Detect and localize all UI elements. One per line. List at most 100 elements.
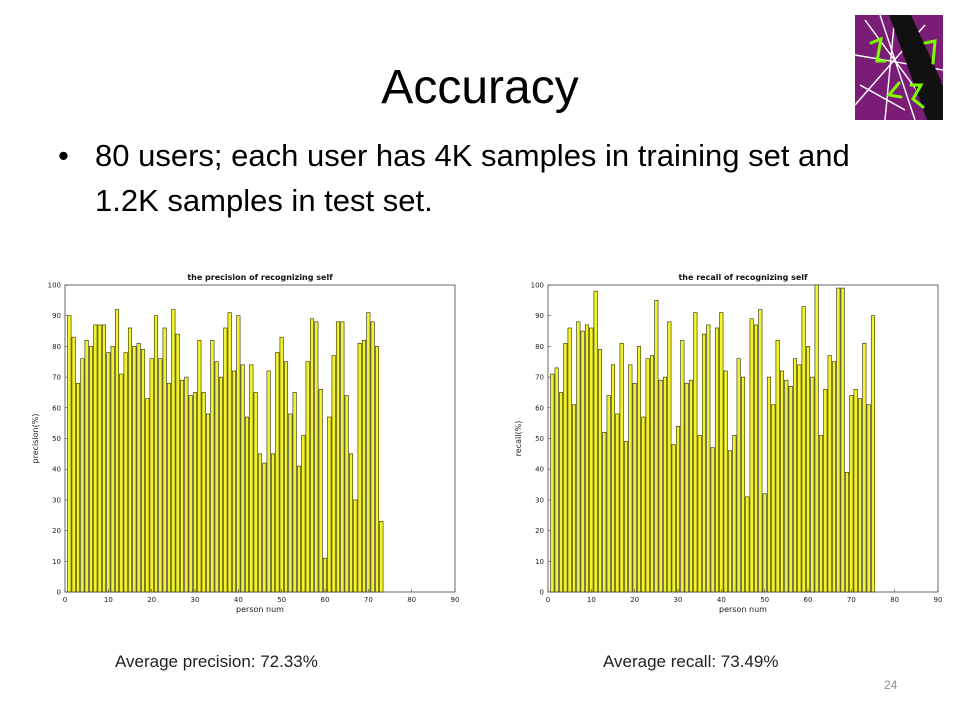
precision-bar: [119, 373, 124, 593]
recall-chart-title: the recall of recognizing self: [678, 273, 808, 282]
recall-y-tick-label: 90: [535, 312, 544, 320]
precision-x-axis-label: person num: [236, 605, 284, 614]
precision-bar: [179, 379, 185, 593]
precision-bar: [136, 343, 141, 593]
precision-bar: [132, 346, 137, 593]
recall-bar: [740, 376, 746, 593]
recall-y-tick-label: 70: [535, 374, 544, 382]
recall-bar: [823, 389, 828, 593]
recall-y-tick-label: 50: [535, 435, 544, 443]
precision-bar: [201, 392, 206, 593]
recall-bar: [558, 392, 564, 593]
recall-bar: [597, 349, 603, 593]
precision-bar: [166, 382, 172, 593]
precision-y-tick-label: 10: [52, 558, 61, 566]
precision-chart: 0 10 20 30 40 50 60 70 80 90 0 10 20 30 40 50 60 70 80 90 10…: [22, 268, 467, 618]
recall-bar: [818, 435, 824, 593]
recall-bar: [589, 327, 594, 593]
precision-x-tick-label: 0: [63, 596, 67, 604]
precision-bar: [296, 465, 302, 593]
recall-bar: [792, 358, 798, 593]
recall-bar: [714, 327, 720, 593]
precision-bar: [353, 499, 358, 593]
recall-bar: [641, 416, 646, 593]
precision-bar: [314, 321, 319, 593]
precision-bar: [370, 321, 375, 593]
precision-bar: [244, 416, 250, 593]
precision-x-tick-label: 70: [364, 596, 373, 604]
precision-bar: [123, 352, 128, 593]
recall-bar: [658, 379, 663, 593]
recall-bar: [814, 284, 819, 593]
recall-bar: [649, 355, 655, 593]
recall-bar: [810, 376, 815, 593]
precision-bar: [84, 339, 89, 593]
recall-bar: [593, 290, 598, 593]
precision-bar: [270, 453, 276, 593]
recall-bar: [610, 364, 616, 593]
recall-bar: [645, 358, 650, 593]
precision-bar: [175, 333, 180, 593]
recall-bar: [680, 339, 685, 593]
precision-chart-title: the precision of recognizing self: [187, 273, 333, 282]
recall-bar: [628, 364, 633, 593]
precision-x-tick-label: 60: [321, 596, 330, 604]
precision-bar: [322, 557, 328, 593]
precision-y-tick-label: 90: [52, 312, 61, 320]
precision-bar: [292, 392, 297, 593]
precision-bar: [93, 324, 98, 593]
recall-bar: [758, 309, 763, 593]
recall-x-tick-label: 60: [804, 596, 813, 604]
precision-bar: [301, 435, 306, 593]
precision-bar: [153, 315, 159, 593]
precision-bar: [218, 376, 224, 593]
recall-y-tick-label: 0: [540, 589, 544, 597]
precision-bar: [223, 327, 228, 593]
recall-bar: [745, 496, 750, 593]
recall-bar: [840, 287, 845, 593]
recall-bar: [784, 379, 789, 593]
precision-bar: [227, 312, 232, 593]
recall-bar: [849, 395, 854, 593]
recall-bar: [697, 435, 702, 593]
precision-bar: [149, 358, 154, 593]
recall-bar: [719, 312, 724, 593]
recall-bar: [779, 370, 785, 593]
recall-bar: [866, 404, 871, 593]
precision-bar: [97, 324, 102, 593]
recall-bar: [831, 361, 837, 593]
recall-bar: [619, 343, 624, 593]
precision-bar: [140, 349, 146, 593]
lab-logo-icon: [854, 14, 944, 121]
recall-y-tick-label: 20: [535, 527, 544, 535]
precision-bar: [279, 336, 284, 593]
precision-y-tick-label: 60: [52, 404, 61, 412]
recall-bar: [844, 471, 850, 593]
recall-x-tick-label: 80: [890, 596, 899, 604]
precision-x-tick-label: 20: [147, 596, 156, 604]
recall-bar: [688, 379, 694, 593]
precision-bar: [288, 413, 293, 593]
recall-bar: [836, 287, 841, 593]
recall-y-tick-label: 40: [535, 466, 544, 474]
recall-x-tick-label: 50: [760, 596, 769, 604]
recall-bar: [805, 346, 811, 593]
precision-chart-svg: 0 10 20 30 40 50 60 70 80 90 0 10 20 30 40 50 60 70 80 90 10…: [31, 273, 460, 614]
recall-bar: [753, 324, 759, 593]
recall-bar: [632, 382, 637, 593]
precision-bar: [75, 382, 81, 593]
average-precision-caption: Average precision: 72.33%: [115, 652, 318, 671]
precision-x-tick-label: 90: [451, 596, 460, 604]
recall-bar: [584, 324, 590, 593]
recall-x-tick-label: 30: [674, 596, 683, 604]
precision-x-tick-label: 50: [277, 596, 286, 604]
precision-bar: [318, 389, 323, 593]
precision-bar: [236, 315, 241, 593]
precision-bar: [266, 370, 271, 593]
recall-y-tick-label: 80: [535, 343, 544, 351]
precision-bar: [231, 370, 237, 593]
recall-bar: [671, 444, 676, 593]
recall-bar: [675, 425, 681, 593]
precision-bar: [340, 321, 345, 593]
recall-bar: [771, 404, 776, 593]
